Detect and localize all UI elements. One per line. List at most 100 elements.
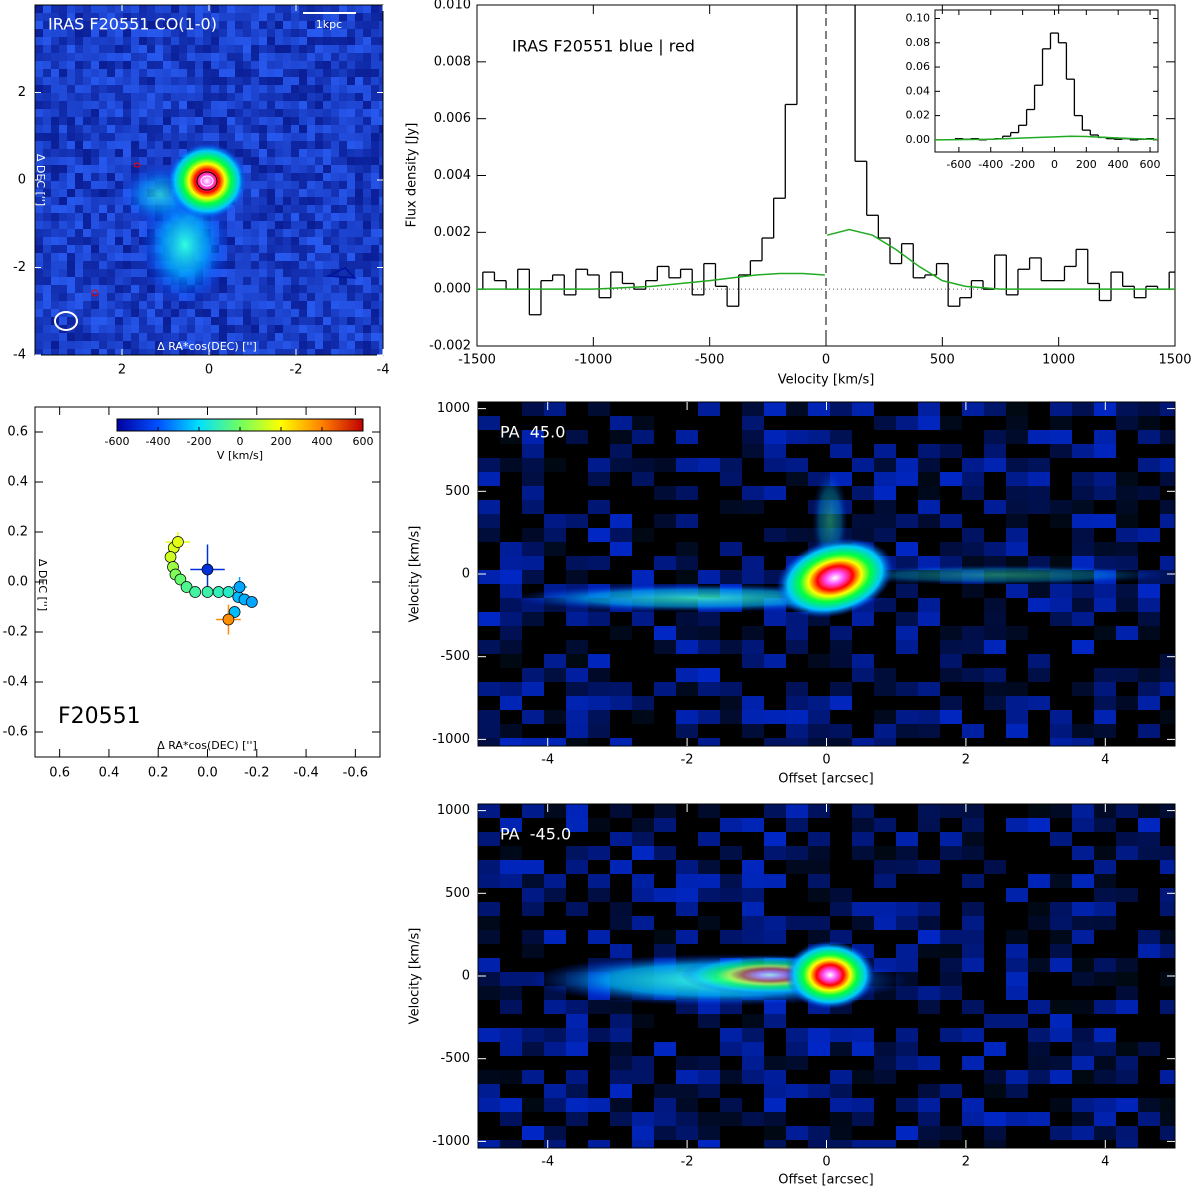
texture-cell [131, 293, 140, 302]
texture-cell [323, 293, 332, 302]
texture-cell [786, 818, 809, 833]
texture-cell [91, 301, 100, 310]
texture-cell [203, 325, 212, 334]
texture-cell [1094, 710, 1117, 725]
texture-cell [632, 514, 655, 529]
texture-cell [339, 125, 348, 134]
texture-cell [379, 229, 383, 238]
texture-cell [588, 430, 611, 445]
texture-cell [720, 514, 743, 529]
texture-cell [331, 309, 340, 318]
texture-cell [588, 902, 611, 917]
texture-cell [371, 349, 380, 355]
texture-cell [331, 141, 340, 150]
texture-cell [918, 528, 941, 543]
texture-cell [147, 101, 156, 110]
texture-cell [610, 724, 633, 739]
texture-cell [984, 944, 1007, 959]
texture-cell [203, 53, 212, 62]
texture-cell [1072, 1084, 1095, 1099]
texture-cell [275, 53, 284, 62]
texture-cell [211, 5, 220, 14]
texture-cell [676, 570, 699, 585]
texture-cell [1160, 724, 1175, 739]
texture-cell [610, 1140, 633, 1148]
texture-cell [896, 682, 919, 697]
x-tick-label: 4 [1101, 753, 1109, 768]
texture-cell [654, 402, 677, 417]
texture-cell [1160, 1000, 1175, 1015]
texture-cell [107, 285, 116, 294]
texture-cell [75, 141, 84, 150]
texture-cell [698, 902, 721, 917]
texture-cell [632, 402, 655, 417]
texture-cell [251, 13, 260, 22]
texture-cell [500, 654, 523, 669]
texture-cell [131, 21, 140, 30]
texture-cell [83, 213, 92, 222]
texture-cell [227, 269, 236, 278]
texture-cell [155, 125, 164, 134]
texture-cell [962, 818, 985, 833]
texture-cell [123, 101, 132, 110]
texture-cell [363, 69, 372, 78]
texture-cell [566, 1140, 589, 1148]
texture-cell [698, 416, 721, 431]
texture-cell [163, 53, 172, 62]
texture-cell [1138, 986, 1161, 1001]
texture-cell [115, 221, 124, 230]
texture-cell [219, 125, 228, 134]
texture-cell [115, 277, 124, 286]
texture-cell [786, 500, 809, 515]
texture-cell [786, 902, 809, 917]
texture-cell [323, 253, 332, 262]
texture-cell [259, 133, 268, 142]
texture-cell [1028, 542, 1051, 557]
texture-cell [720, 902, 743, 917]
texture-cell [940, 542, 963, 557]
texture-cell [522, 528, 545, 543]
texture-cell [896, 542, 919, 557]
texture-cell [59, 341, 68, 350]
texture-cell [610, 846, 633, 861]
texture-cell [347, 45, 356, 54]
texture-cell [874, 640, 897, 655]
texture-cell [123, 77, 132, 86]
texture-cell [478, 626, 501, 641]
texture-cell [331, 245, 340, 254]
texture-cell [522, 430, 545, 445]
texture-cell [163, 77, 172, 86]
texture-cell [1094, 1126, 1117, 1141]
texture-cell [379, 349, 383, 355]
texture-cell [918, 930, 941, 945]
colorbar-label: V [km/s] [217, 449, 263, 462]
texture-cell [171, 109, 180, 118]
texture-cell [91, 237, 100, 246]
texture-cell [764, 738, 787, 746]
texture-cell [566, 612, 589, 627]
texture-cell [147, 45, 156, 54]
texture-cell [371, 5, 380, 14]
texture-cell [123, 261, 132, 270]
texture-cell [610, 570, 633, 585]
texture-cell [275, 13, 284, 22]
texture-cell [123, 341, 132, 350]
texture-cell [75, 133, 84, 142]
texture-cell [275, 165, 284, 174]
texture-cell [203, 85, 212, 94]
texture-cell [307, 117, 316, 126]
texture-cell [566, 710, 589, 725]
texture-cell [1050, 486, 1073, 501]
texture-cell [632, 1126, 655, 1141]
texture-cell [251, 181, 260, 190]
texture-cell [698, 500, 721, 515]
texture-cell [123, 61, 132, 70]
texture-cell [1050, 724, 1073, 739]
texture-cell [331, 325, 340, 334]
texture-cell [307, 45, 316, 54]
texture-cell [123, 93, 132, 102]
texture-cell [283, 349, 292, 355]
texture-cell [962, 738, 985, 746]
texture-cell [83, 253, 92, 262]
texture-cell [500, 902, 523, 917]
